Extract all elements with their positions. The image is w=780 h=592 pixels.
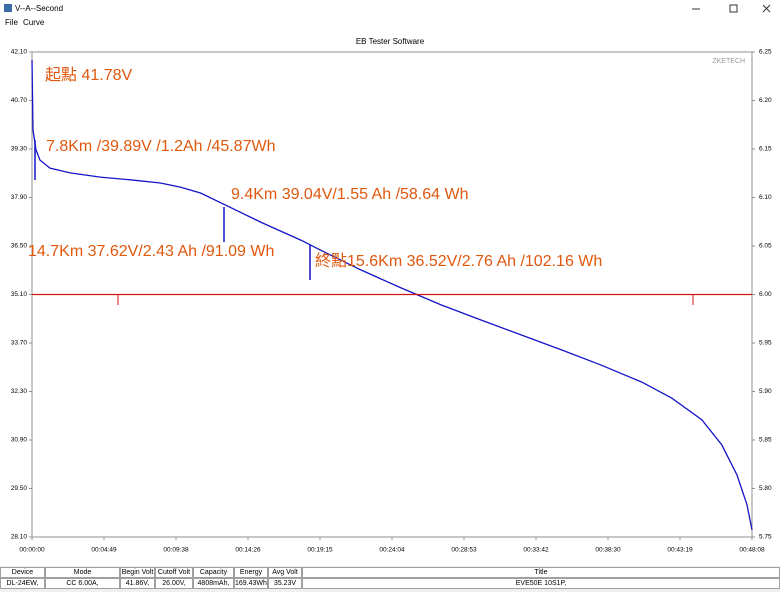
y-tick-label: 40.70 xyxy=(11,97,28,104)
x-tick-label: 00:19:15 xyxy=(307,547,333,554)
status-header: Capacity xyxy=(193,567,234,578)
close[interactable] xyxy=(762,4,771,13)
app-icon xyxy=(4,4,12,12)
title-bar: V--A--Second xyxy=(0,0,780,17)
y2-tick-label: 6.10 xyxy=(759,194,772,201)
status-header: Avg Volt xyxy=(268,567,302,578)
x-tick-label: 00:43:19 xyxy=(667,547,693,554)
status-header: Device xyxy=(0,567,45,578)
watermark: ZKETECH xyxy=(712,58,745,65)
status-header: Energy xyxy=(234,567,268,578)
menu-item[interactable]: Curve xyxy=(23,18,45,27)
annotation: 9.4Km 39.04V/1.55 Ah /58.64 Wh xyxy=(231,186,469,203)
annotation: 14.7Km 37.62V/2.43 Ah /91.09 Wh xyxy=(28,243,274,260)
y-tick-label: 42.10 xyxy=(11,49,28,56)
annotation: 終點15.6Km 36.52V/2.76 Ah /102.16 Wh xyxy=(315,252,602,270)
status-value: CC 6.00A, xyxy=(45,578,120,589)
y-tick-label: 35.10 xyxy=(11,291,28,298)
x-tick-label: 00:09:38 xyxy=(163,547,189,554)
y-tick-label: 33.70 xyxy=(11,340,28,347)
menu-bar: File Curve xyxy=(0,17,780,29)
x-tick-label: 00:33:42 xyxy=(523,547,549,554)
y2-tick-label: 5.95 xyxy=(759,340,772,347)
x-tick-label: 00:00:00 xyxy=(19,547,45,554)
chart: EB Tester Software ZKETECH 42.10 40.70 39.… xyxy=(0,29,780,566)
window-title: V--A--Second xyxy=(15,4,64,13)
status-value: 169.43Wh, xyxy=(234,578,268,589)
y-tick-label: 36.50 xyxy=(11,243,28,250)
chart-title: EB Tester Software xyxy=(356,37,425,46)
x-tick-label: 00:28:53 xyxy=(451,547,477,554)
window-controls[interactable] xyxy=(680,0,780,17)
x-tick-label: 00:38:30 xyxy=(595,547,621,554)
maximize[interactable] xyxy=(729,4,738,13)
y-tick-label: 39.30 xyxy=(11,146,28,153)
voltage-line xyxy=(31,59,753,530)
y2-tick-label: 6.00 xyxy=(759,291,772,298)
status-header: Cutoff Volt xyxy=(155,567,193,578)
y2-tick-label: 5.80 xyxy=(759,485,772,492)
status-header: Mode xyxy=(45,567,120,578)
status-value: 26.00V, xyxy=(155,578,193,589)
status-header: Begin Volt xyxy=(120,567,155,578)
status-value: 41.86V, xyxy=(120,578,155,589)
y-tick-label: 28.10 xyxy=(11,534,28,541)
y2-tick-label: 6.15 xyxy=(759,146,772,153)
x-tick-label: 00:24:04 xyxy=(379,547,405,554)
status-value: DL-24EW, xyxy=(0,578,45,589)
y2-tick-label: 6.05 xyxy=(759,243,772,250)
y-tick-label: 32.30 xyxy=(11,388,28,395)
y-tick-label: 30.90 xyxy=(11,437,28,444)
y2-tick-label: 5.85 xyxy=(759,437,772,444)
annotation: 起點 41.78V xyxy=(45,66,132,84)
y-tick-label: 29.50 xyxy=(11,485,28,492)
status-table: Device Mode Begin Volt Cutoff Volt Capacity E… xyxy=(0,567,780,592)
status-value: EVE50E 10S1P, xyxy=(302,578,780,589)
x-tick-label: 00:48:08 xyxy=(739,547,765,554)
status-value: 4808mAh, xyxy=(193,578,234,589)
y2-tick-label: 5.90 xyxy=(759,388,772,395)
current-markers xyxy=(117,295,694,305)
x-tick-label: 00:14:26 xyxy=(235,547,261,554)
y2-tick-label: 6.20 xyxy=(759,97,772,104)
y2-tick-label: 5.75 xyxy=(759,534,772,541)
annotation: 7.8Km /39.89V /1.2Ah /45.87Wh xyxy=(46,138,275,155)
status-header: Title xyxy=(302,567,780,578)
y2-tick-label: 6.25 xyxy=(759,49,772,56)
x-tick-label: 00:04:49 xyxy=(91,547,117,554)
status-value: 35.23V xyxy=(268,578,302,589)
menu-item[interactable]: File xyxy=(5,18,18,27)
y-tick-label: 37.90 xyxy=(11,194,28,201)
